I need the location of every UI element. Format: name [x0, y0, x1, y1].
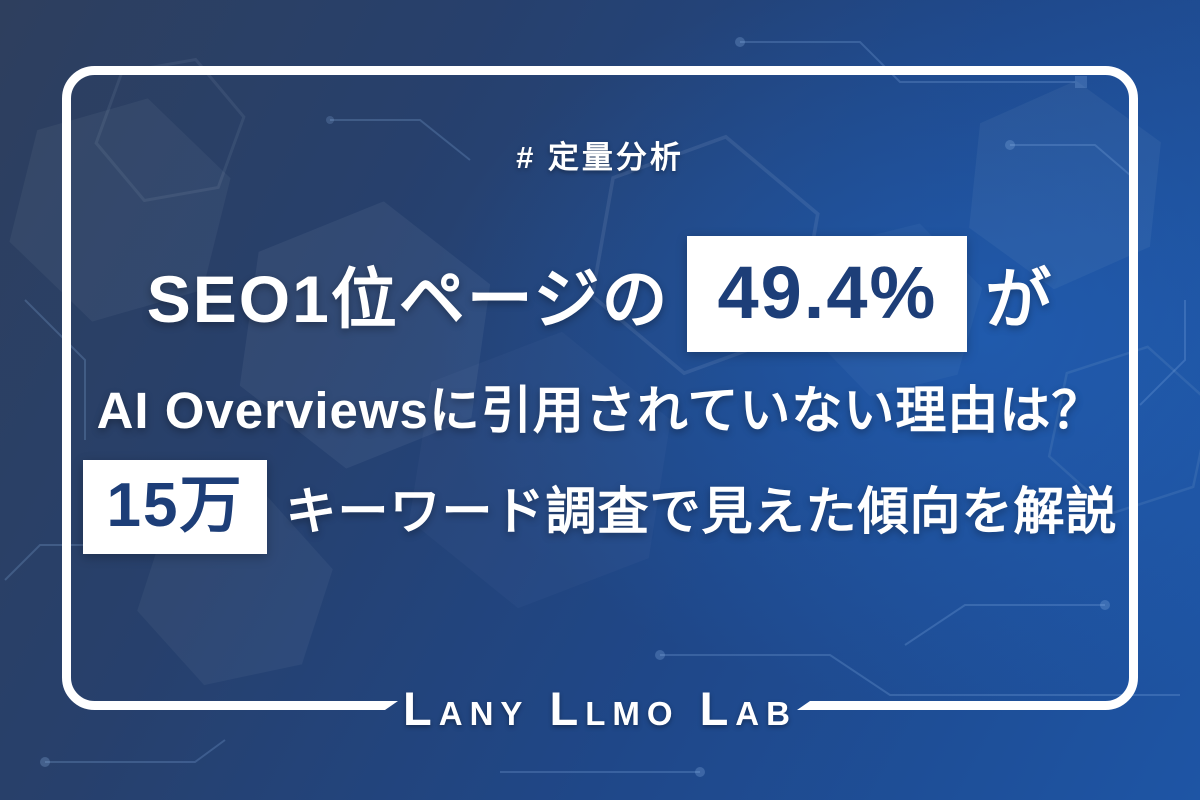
title-block: SEO1位ページの 49.4% が AI Overviewsに引用されていない理…: [0, 236, 1200, 554]
highlight-keyword-count: 15万: [82, 460, 268, 554]
title-line1-prefix: SEO1位ページの: [146, 262, 670, 336]
category-tag: # 定量分析: [516, 140, 684, 175]
title-line1-suffix: が: [985, 262, 1054, 336]
title-line-3: 15万 キーワード調査で見えた傾向を解説: [82, 460, 1118, 554]
highlight-percentage: 49.4%: [687, 236, 968, 352]
title-line3-text: キーワード調査で見えた傾向を解説: [285, 483, 1118, 540]
title-line2-text: AI Overviewsに引用されていない理由は？: [96, 382, 1104, 439]
title-line-1: SEO1位ページの 49.4% が: [147, 236, 1054, 352]
title-line-2: AI Overviewsに引用されていない理由は？: [97, 369, 1104, 443]
lany-llmo-lab-logo: Lany Llmo Lab: [403, 682, 797, 735]
